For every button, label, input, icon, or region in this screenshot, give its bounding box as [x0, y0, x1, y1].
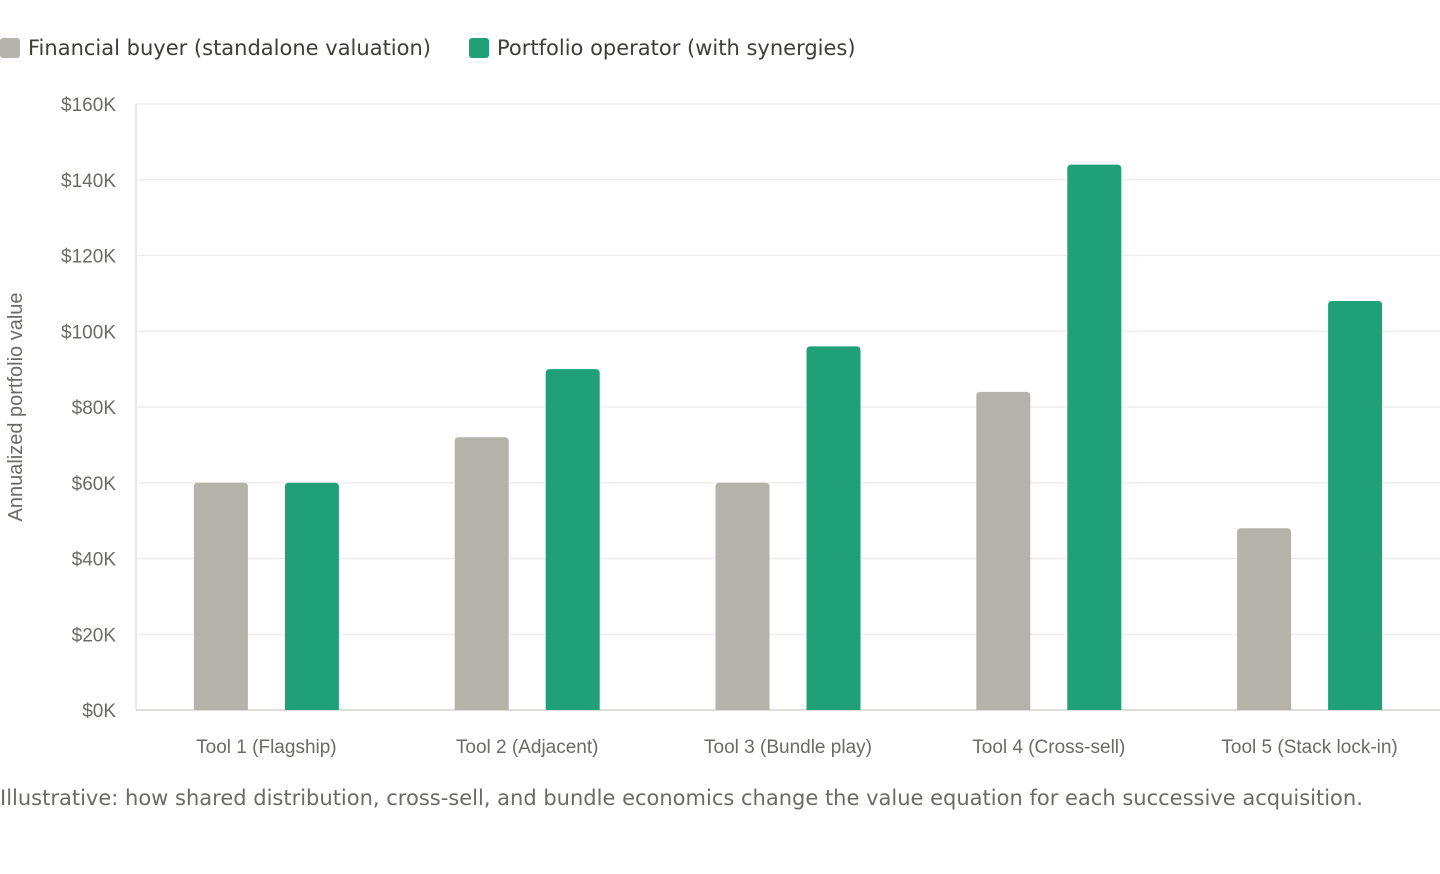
x-tick-label: Tool 2 (Adjacent): [456, 737, 599, 758]
bar-financial-buyer-tool-5[interactable]: [1237, 528, 1292, 710]
axis-labels: $0K $20K $40K $60K $80K $100K $120K $140K $160K A…: [5, 95, 1398, 758]
bar-financial-buyer-tool-4[interactable]: [976, 391, 1031, 710]
bar-financial-buyer-tool-1[interactable]: [193, 482, 248, 710]
legend-item-portfolio-operator[interactable]: Portfolio operator (with synergies): [469, 36, 856, 60]
y-tick-label: $60K: [72, 474, 117, 495]
y-tick-label: $140K: [61, 171, 116, 192]
bar-portfolio-operator-tool-5[interactable]: [1328, 300, 1383, 710]
legend-item-financial-buyer[interactable]: Financial buyer (standalone valuation): [0, 36, 431, 60]
y-tick-label: $0K: [82, 701, 116, 722]
x-tick-label: Tool 3 (Bundle play): [704, 737, 872, 758]
y-tick-label: $20K: [72, 625, 117, 646]
x-tick-label: Tool 4 (Cross-sell): [972, 737, 1125, 758]
y-tick-label: $80K: [72, 398, 117, 419]
legend-label-portfolio-operator: Portfolio operator (with synergies): [497, 36, 856, 60]
bar-financial-buyer-tool-3[interactable]: [715, 482, 770, 710]
chart-caption: Illustrative: how shared distribution, c…: [0, 786, 1363, 810]
bar-portfolio-operator-tool-1[interactable]: [284, 482, 339, 710]
chart-legend: Financial buyer (standalone valuation) P…: [0, 32, 894, 64]
bar-chart: $0K $20K $40K $60K $80K $100K $120K $140K $160K A…: [5, 95, 1440, 758]
gridlines: [136, 103, 1440, 635]
bars: [193, 164, 1383, 711]
y-tick-label: $40K: [72, 550, 117, 571]
x-tick-label: Tool 1 (Flagship): [196, 737, 336, 758]
y-axis-title: Annualized portfolio value: [5, 292, 27, 521]
legend-swatch-financial-buyer: [0, 38, 20, 58]
bar-portfolio-operator-tool-4[interactable]: [1067, 164, 1122, 711]
bar-portfolio-operator-tool-2[interactable]: [545, 369, 600, 710]
legend-swatch-portfolio-operator: [469, 38, 489, 58]
x-tick-label: Tool 5 (Stack lock-in): [1221, 737, 1397, 758]
axes: [135, 104, 1440, 711]
legend-label-financial-buyer: Financial buyer (standalone valuation): [28, 36, 431, 60]
y-tick-label: $160K: [61, 95, 116, 116]
bar-financial-buyer-tool-2[interactable]: [454, 437, 509, 710]
y-tick-label: $120K: [61, 247, 116, 268]
bar-portfolio-operator-tool-3[interactable]: [806, 346, 861, 710]
y-tick-label: $100K: [61, 322, 116, 343]
